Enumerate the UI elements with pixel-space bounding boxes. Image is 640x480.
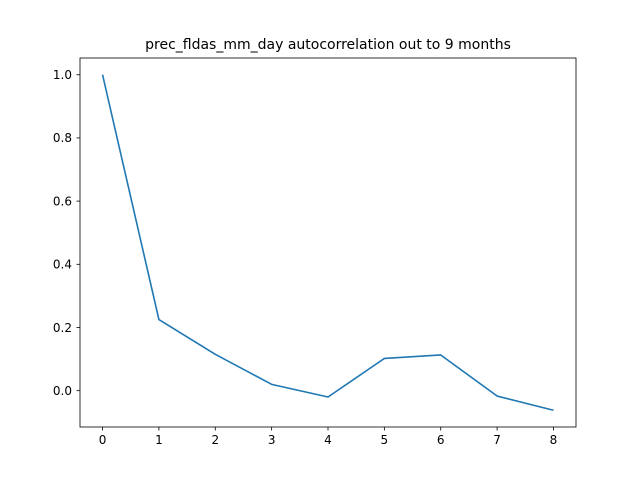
x-tick-label: 0	[99, 433, 107, 447]
x-tick-label: 3	[268, 433, 276, 447]
y-tick-label: 0.4	[53, 258, 72, 272]
series-line-0	[101, 74, 554, 412]
y-axis: 0.0 0.2 0.4 0.6 0.8 1.0	[53, 68, 80, 398]
y-tick-label: 1.0	[53, 68, 72, 82]
x-tick-label: 8	[550, 433, 558, 447]
chart-title: prec_fldas_mm_day autocorrelation out to…	[145, 37, 511, 53]
x-tick-label: 2	[211, 433, 219, 447]
x-tick-label: 1	[155, 433, 163, 447]
x-tick-label: 5	[381, 433, 389, 447]
x-tick-label: 4	[324, 433, 332, 447]
x-tick-label: 7	[493, 433, 501, 447]
y-tick-label: 0.6	[53, 194, 72, 208]
plot-frame	[79, 57, 577, 428]
y-tick-label: 0.2	[53, 321, 72, 335]
x-tick-label: 6	[437, 433, 445, 447]
line-layer	[101, 74, 554, 412]
y-tick-label: 0.0	[53, 384, 72, 398]
x-axis: 0 1 2 3 4 5 6 7 8	[99, 427, 558, 447]
y-tick-label: 0.8	[53, 131, 72, 145]
